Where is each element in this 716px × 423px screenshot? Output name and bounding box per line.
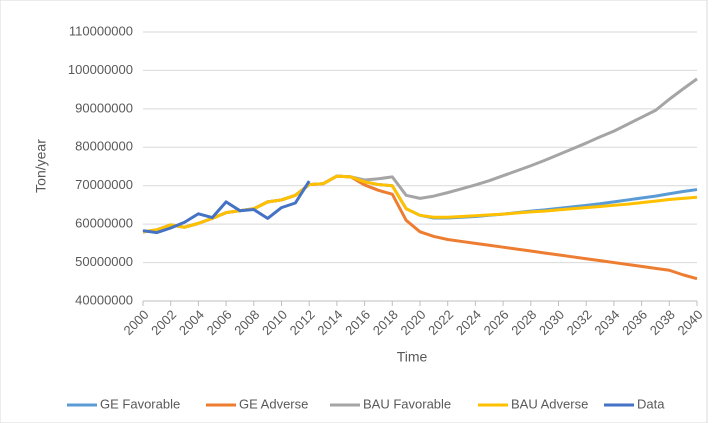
x-axis-title: Time [397,349,428,365]
series-line [142,174,698,234]
y-tick-label: 80000000 [75,139,133,154]
y-tick-label: 40000000 [75,292,133,307]
y-tick-label: 110000000 [69,23,133,38]
legend-label: BAU Favorable [363,396,451,411]
y-tick-label: 100000000 [68,62,133,77]
y-tick-label: 60000000 [75,216,133,231]
series-line [142,180,311,235]
legend-label: GE Favorable [100,396,180,411]
legend-label: GE Adverse [239,396,308,411]
y-axis-title: Ton/year [33,139,49,193]
legend-label: Data [637,396,665,411]
y-tick-label: 90000000 [75,100,133,115]
y-tick-label: 70000000 [75,177,133,192]
y-tick-label: 50000000 [75,254,133,269]
legend-label: BAU Adverse [511,396,588,411]
